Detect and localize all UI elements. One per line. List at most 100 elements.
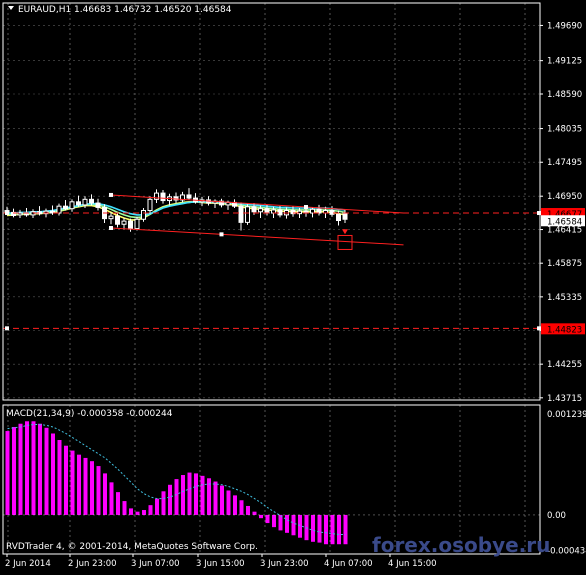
- trend-line[interactable]: [110, 194, 404, 214]
- macd-histogram-bar[interactable]: [168, 484, 172, 515]
- macd-histogram-bar[interactable]: [142, 510, 146, 515]
- price-pane[interactable]: [3, 188, 541, 331]
- macd-histogram-bar[interactable]: [207, 478, 211, 515]
- macd-histogram-bar[interactable]: [129, 508, 133, 515]
- candle[interactable]: [134, 216, 140, 231]
- trend-line-anchor[interactable]: [109, 192, 113, 197]
- candle[interactable]: [63, 199, 68, 211]
- candle[interactable]: [17, 209, 23, 219]
- square-marker-icon[interactable]: [337, 234, 353, 250]
- candle[interactable]: [121, 218, 127, 230]
- macd-histogram-bar[interactable]: [109, 482, 114, 515]
- macd-histogram-bar[interactable]: [246, 505, 250, 515]
- macd-histogram-bar[interactable]: [148, 505, 153, 515]
- macd-histogram-bar[interactable]: [116, 492, 120, 515]
- macd-histogram-bar[interactable]: [213, 481, 218, 515]
- candle[interactable]: [160, 189, 166, 204]
- candle[interactable]: [95, 198, 101, 211]
- level-line-anchor[interactable]: [5, 211, 9, 216]
- candle[interactable]: [154, 189, 159, 204]
- macd-histogram-bar[interactable]: [252, 511, 257, 515]
- macd-histogram-bar[interactable]: [64, 445, 68, 515]
- macd-histogram-bar[interactable]: [122, 501, 127, 515]
- candle[interactable]: [69, 199, 75, 212]
- macd-histogram-bar[interactable]: [337, 514, 341, 545]
- macd-histogram-bar[interactable]: [200, 475, 205, 515]
- candle[interactable]: [108, 212, 114, 225]
- price-tag-current: 1.46584: [547, 217, 582, 227]
- macd-histogram-bar[interactable]: [278, 514, 283, 531]
- level-line-anchor[interactable]: [537, 211, 541, 216]
- macd-histogram-bar[interactable]: [298, 514, 302, 538]
- macd-histogram-bar[interactable]: [233, 495, 237, 515]
- macd-histogram-bar[interactable]: [187, 472, 192, 515]
- macd-histogram-bar[interactable]: [5, 431, 10, 515]
- macd-histogram-bar[interactable]: [38, 423, 42, 515]
- macd-histogram-bar[interactable]: [83, 457, 88, 515]
- macd-histogram-bar[interactable]: [317, 514, 322, 543]
- trend-line-anchor[interactable]: [109, 225, 113, 230]
- candle[interactable]: [277, 206, 283, 218]
- candle[interactable]: [115, 213, 120, 228]
- candle[interactable]: [290, 206, 296, 217]
- macd-histogram-bar[interactable]: [272, 514, 276, 528]
- candle[interactable]: [76, 195, 81, 207]
- candle-body: [180, 194, 185, 201]
- dropdown-arrow-icon[interactable]: [8, 6, 14, 10]
- macd-histogram-bar[interactable]: [161, 491, 166, 515]
- trend-line[interactable]: [110, 227, 404, 246]
- level-line-anchor[interactable]: [537, 326, 541, 331]
- macd-histogram-bar[interactable]: [135, 511, 140, 515]
- candle[interactable]: [89, 194, 94, 206]
- macd-histogram-bar[interactable]: [31, 421, 36, 515]
- candle[interactable]: [82, 196, 88, 209]
- macd-histogram-bar[interactable]: [90, 461, 94, 515]
- macd-histogram-bar[interactable]: [239, 500, 244, 515]
- macd-histogram-bar[interactable]: [181, 475, 185, 515]
- candle[interactable]: [50, 205, 55, 215]
- macd-histogram-bar[interactable]: [343, 514, 348, 545]
- price-axis-label: 1.48590: [547, 90, 582, 100]
- candle[interactable]: [297, 208, 302, 219]
- macd-histogram-bar[interactable]: [103, 473, 107, 515]
- macd-pane[interactable]: [3, 421, 540, 545]
- macd-histogram-bar[interactable]: [226, 490, 231, 515]
- macd-histogram-bar[interactable]: [96, 466, 101, 515]
- macd-histogram-bar[interactable]: [220, 485, 224, 515]
- candle[interactable]: [219, 198, 224, 208]
- candle[interactable]: [141, 208, 146, 222]
- macd-histogram-bar[interactable]: [77, 454, 81, 515]
- macd-histogram-bar[interactable]: [330, 514, 335, 545]
- macd-histogram-bar[interactable]: [57, 440, 62, 515]
- trend-line-anchor[interactable]: [219, 232, 224, 237]
- macd-histogram-bar[interactable]: [291, 514, 296, 536]
- candle[interactable]: [329, 206, 335, 217]
- candle[interactable]: [147, 196, 153, 214]
- candle[interactable]: [310, 207, 315, 218]
- macd-histogram-bar[interactable]: [324, 514, 328, 545]
- macd-histogram-bar[interactable]: [51, 433, 55, 515]
- macd-histogram-bar[interactable]: [44, 427, 49, 515]
- candle[interactable]: [245, 204, 250, 225]
- candle[interactable]: [238, 202, 244, 231]
- macd-histogram-bar[interactable]: [265, 514, 270, 524]
- macd-histogram-bar[interactable]: [285, 514, 289, 533]
- macd-histogram-bar[interactable]: [25, 421, 29, 515]
- macd-histogram-bar[interactable]: [311, 514, 315, 542]
- candle[interactable]: [180, 191, 185, 203]
- candle[interactable]: [186, 188, 192, 200]
- trend-line-anchor[interactable]: [304, 205, 308, 210]
- macd-histogram-bar[interactable]: [194, 473, 198, 515]
- level-line-anchor[interactable]: [5, 326, 9, 331]
- macd-histogram-bar[interactable]: [174, 479, 179, 515]
- macd-histogram-bar[interactable]: [18, 423, 23, 515]
- macd-histogram-bar[interactable]: [155, 498, 159, 515]
- price-tag-resistance-bg: [541, 208, 585, 220]
- candle-body: [186, 194, 192, 199]
- macd-histogram-bar[interactable]: [12, 426, 16, 515]
- macd-histogram-bar[interactable]: [259, 514, 263, 519]
- candle[interactable]: [258, 205, 263, 219]
- macd-histogram-bar[interactable]: [70, 450, 75, 515]
